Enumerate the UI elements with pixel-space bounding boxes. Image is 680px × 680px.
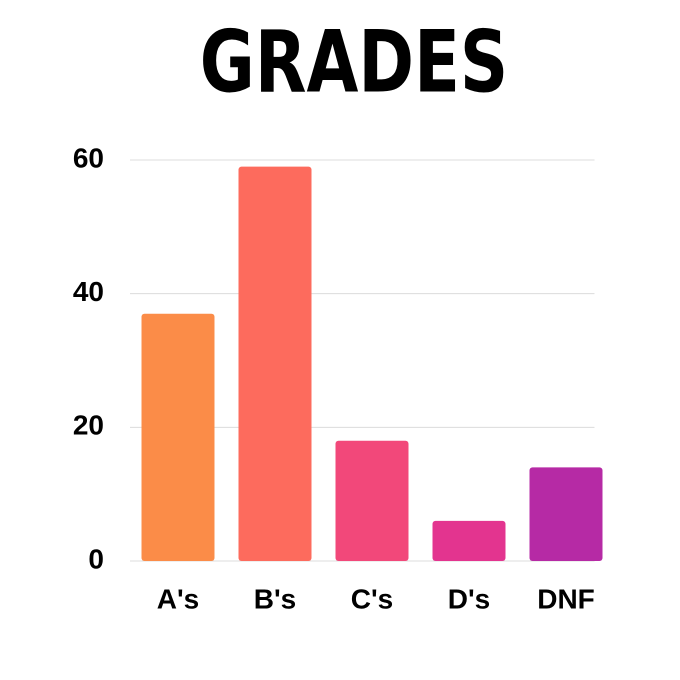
x-tick-label: D's bbox=[448, 583, 490, 614]
bar bbox=[238, 166, 312, 561]
y-tick-label: 60 bbox=[73, 142, 104, 173]
y-tick-label: 0 bbox=[88, 543, 104, 574]
chart-title: GRADES bbox=[200, 12, 508, 112]
x-tick-label: C's bbox=[351, 583, 393, 614]
y-tick-label: 20 bbox=[73, 410, 104, 441]
x-tick-label: A's bbox=[157, 583, 199, 614]
bar bbox=[335, 440, 409, 561]
x-tick-label: DNF bbox=[537, 583, 595, 614]
y-tick-label: 40 bbox=[73, 276, 104, 307]
bar bbox=[432, 520, 506, 561]
bar bbox=[141, 313, 215, 561]
bar bbox=[529, 467, 603, 561]
x-tick-label: B's bbox=[254, 583, 296, 614]
